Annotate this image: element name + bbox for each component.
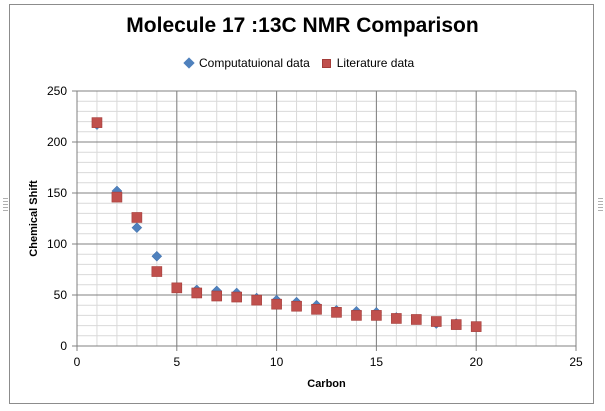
literature-point (211, 290, 223, 302)
literature-point (311, 303, 322, 315)
literature-point (171, 282, 183, 294)
y-tick-label: 50 (54, 288, 68, 302)
legend-item-computational: Computatuional data (183, 56, 310, 70)
computational-point (131, 222, 143, 234)
literature-point (291, 300, 302, 312)
y-tick-label: 0 (60, 339, 67, 353)
legend-label-computational: Computatuional data (199, 56, 310, 70)
literature-point (371, 310, 382, 321)
x-tick-label: 25 (569, 355, 583, 369)
y-tick-label: 150 (47, 186, 67, 200)
minor-gridlines (76, 90, 577, 347)
literature-point (470, 321, 482, 332)
legend-item-literature: Literature data (321, 56, 415, 70)
x-tick-label: 0 (74, 355, 81, 369)
literature-point (251, 294, 262, 306)
literature-point (391, 313, 402, 324)
legend: Computatuional data Literature data (183, 56, 426, 70)
x-axis-title: Carbon (307, 378, 346, 390)
literature-point (450, 319, 462, 330)
x-tick-label: 5 (173, 355, 180, 369)
literature-point (411, 314, 422, 325)
x-tick-label: 10 (270, 355, 284, 369)
y-tick-label: 100 (47, 237, 67, 251)
literature-point (191, 287, 203, 299)
literature-point (331, 307, 342, 318)
literature-point (91, 117, 103, 128)
y-tick-label: 200 (47, 135, 67, 149)
data-points (91, 117, 482, 332)
legend-label-literature: Literature data (336, 56, 415, 70)
computational-point (151, 250, 163, 262)
literature-point (151, 266, 163, 277)
resize-handle-left[interactable] (3, 198, 8, 212)
chart-title: Molecule 17 :13C NMR Comparison (126, 14, 479, 37)
major-gridlines (76, 90, 577, 347)
x-tick-label: 15 (370, 355, 384, 369)
axes (72, 90, 577, 351)
literature-point (131, 212, 143, 223)
literature-point (430, 316, 442, 327)
resize-handle-right[interactable] (598, 198, 603, 212)
literature-point (271, 298, 282, 310)
literature-point (231, 291, 242, 303)
y-axis-title: Chemical Shift (28, 180, 40, 257)
literature-point (111, 191, 123, 203)
x-tick-label: 20 (470, 355, 484, 369)
y-tick-label: 250 (47, 84, 67, 98)
literature-point (351, 310, 362, 321)
square-marker-icon (321, 58, 331, 68)
